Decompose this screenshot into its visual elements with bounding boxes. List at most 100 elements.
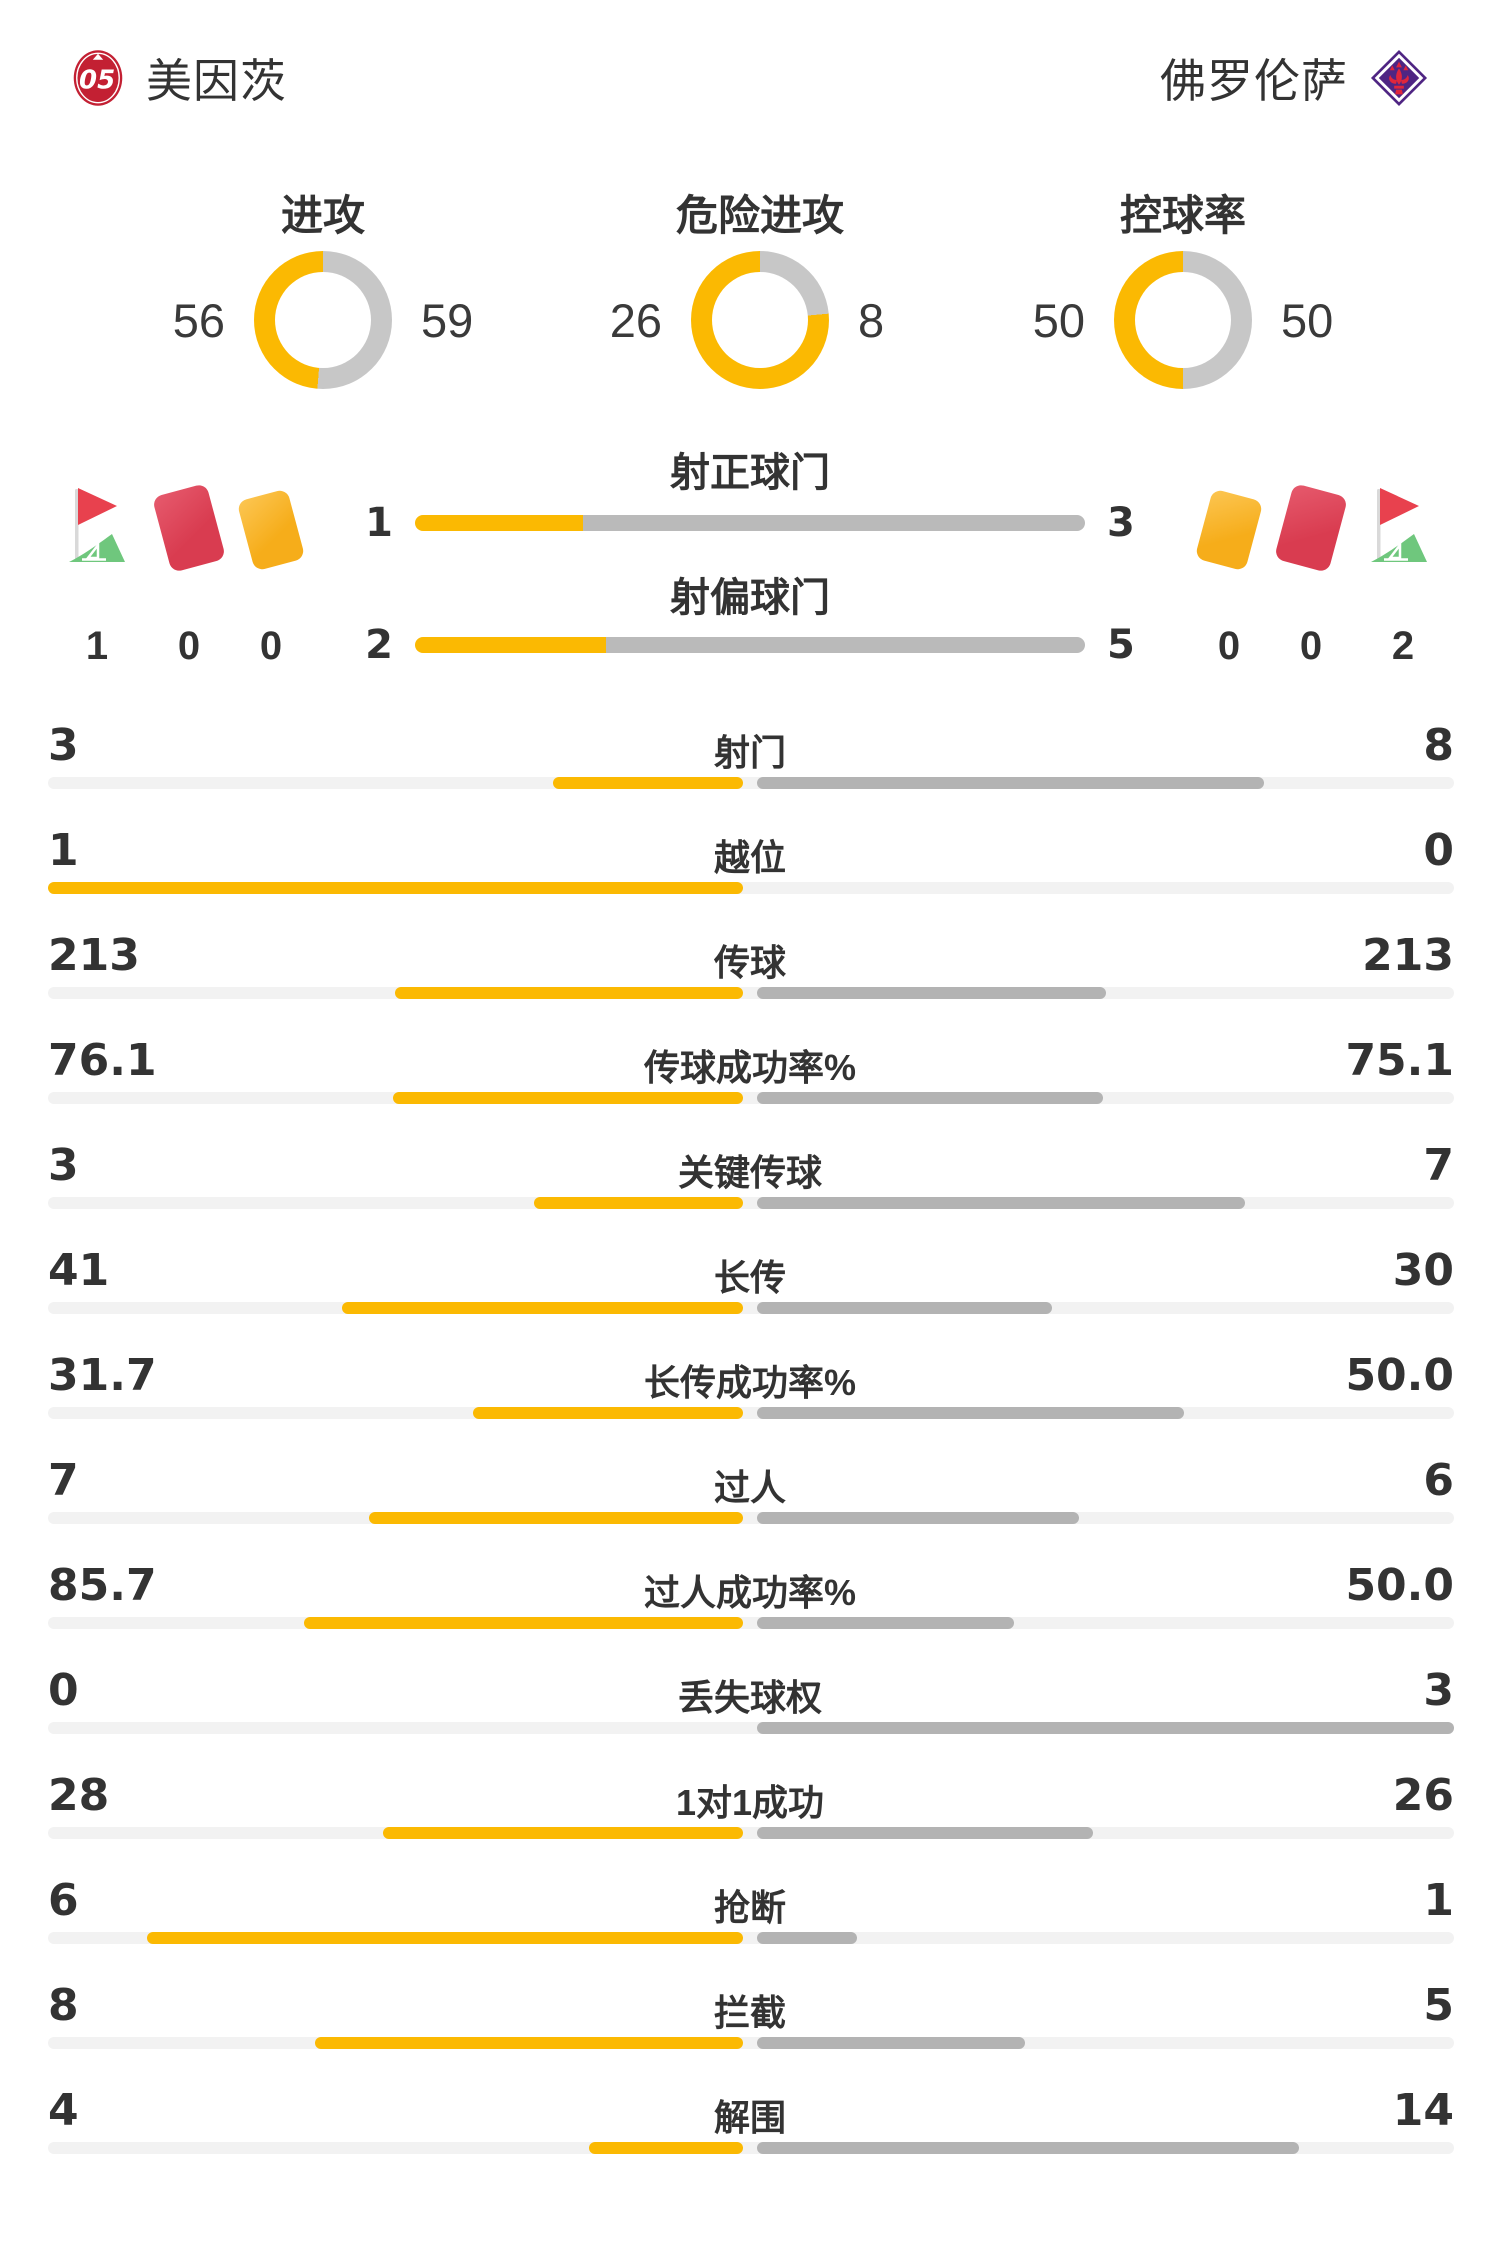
stat-row-0: 3 射门 8 [0,695,1500,800]
stat-label: 长传 [713,1257,786,1298]
donut-chart-2: 50 50 [973,245,1393,395]
away-bar [757,1092,1103,1104]
home-bar [369,1512,743,1524]
mainz-logo-icon: 05 [73,50,123,106]
shots-off-target-home: 2 [365,622,393,668]
stat-label: 拦截 [713,1992,786,2033]
stat-home-value: 4 [48,2085,79,2136]
stat-away-value: 75.1 [1345,1035,1454,1086]
stat-home-value: 3 [48,1140,79,1191]
stat-bar-track [48,1302,1454,1314]
stat-away-value: 6 [1423,1455,1454,1506]
donut-away-value: 50 [1281,293,1334,347]
away-bar [757,1197,1245,1209]
stat-row-13: 4 解围 14 [0,2060,1500,2165]
stat-away-value: 30 [1392,1245,1454,1296]
stat-row-11: 6 抢断 1 [0,1850,1500,1955]
home-segment [415,515,583,531]
stat-home-value: 85.7 [48,1560,157,1611]
stat-row-12: 8 拦截 5 [0,1955,1500,2060]
stat-label: 解围 [713,2097,786,2138]
stat-row-5: 41 长传 30 [0,1220,1500,1325]
shots-off-target-away: 5 [1107,622,1135,668]
stat-away-value: 5 [1423,1980,1454,2031]
away-team-name: 佛罗伦萨 [1160,55,1348,107]
stat-away-value: 0 [1423,825,1454,876]
home-red-cards-count: 0 [177,624,201,668]
shots-on-target-home: 1 [365,500,393,546]
stat-bar-track [48,1932,1454,1944]
away-segment [606,637,1085,653]
donut-home-value: 56 [172,293,225,347]
stat-home-value: 28 [48,1770,110,1821]
home-bar [393,1092,743,1104]
stats-list: 3 射门 8 1 越位 0 213 传球 213 76.1 传球成功率% 75.1 3 关键传球 7 41 长传… [0,695,1500,2165]
stat-home-value: 7 [48,1455,79,1506]
stat-row-6: 31.7 长传成功率% 50.0 [0,1325,1500,1430]
stat-row-3: 76.1 传球成功率% 75.1 [0,1010,1500,1115]
home-team[interactable]: 05 美因茨 [72,45,287,111]
away-bar [757,1302,1052,1314]
away-yellow-cards-count: 0 [1217,624,1241,668]
donut-away-value: 59 [421,293,474,347]
stat-label: 长传成功率% [643,1362,856,1403]
stat-label: 抢断 [713,1887,786,1928]
away-bar [757,1407,1184,1419]
shots-off-target-bar [415,637,1085,653]
home-bar [147,1932,743,1944]
stat-home-value: 3 [48,720,79,771]
home-yellow-cards-count: 0 [259,624,283,668]
home-team-name: 美因茨 [146,55,287,107]
stat-home-value: 6 [48,1875,79,1926]
donut-title-1: 危险进攻 [675,192,844,239]
home-segment [415,637,607,653]
home-bar [395,987,743,999]
away-bar [757,987,1106,999]
stat-home-value: 76.1 [48,1035,157,1086]
stat-bar-track [48,777,1454,789]
stat-bar-track [48,2142,1454,2154]
donut-title-2: 控球率 [1119,192,1246,239]
stat-row-7: 7 过人 6 [0,1430,1500,1535]
home-bar [553,777,743,789]
stat-away-value: 213 [1362,930,1454,981]
stat-bar-track [48,1827,1454,1839]
stat-label: 过人成功率% [643,1572,856,1613]
stat-away-value: 50.0 [1345,1350,1454,1401]
stat-away-value: 1 [1423,1875,1454,1926]
svg-text:05: 05 [79,65,115,95]
home-bar [342,1302,743,1314]
stat-away-value: 50.0 [1345,1560,1454,1611]
stat-bar-track [48,1407,1454,1419]
stat-row-9: 0 丢失球权 3 [0,1640,1500,1745]
header: 05 美因茨 佛罗伦萨 [0,40,1500,116]
stat-home-value: 8 [48,1980,79,2031]
away-bar [757,1722,1454,1734]
stat-bar-track [48,2037,1454,2049]
home-bar [383,1827,743,1839]
donut-chart-0: 56 59 [113,245,533,395]
stat-bar-track [48,1092,1454,1104]
stat-row-4: 3 关键传球 7 [0,1115,1500,1220]
stat-label: 关键传球 [677,1152,822,1193]
stat-bar-track [48,1512,1454,1524]
stat-bar-track [48,987,1454,999]
away-bar [757,1617,1014,1629]
donut-away-value: 8 [858,293,885,347]
stat-label: 射门 [713,732,786,773]
away-team[interactable]: 佛罗伦萨 [1160,45,1428,111]
stat-label: 传球 [713,942,786,983]
donut-ring [691,251,829,389]
away-bar [757,2142,1299,2154]
away-red-cards-count: 0 [1299,624,1323,668]
stat-bar-track [48,1197,1454,1209]
stat-row-8: 85.7 过人成功率% 50.0 [0,1535,1500,1640]
stat-bar-track [48,1722,1454,1734]
away-corner-flag-icon [1371,488,1427,562]
stat-home-value: 213 [48,930,140,981]
home-bar [534,1197,743,1209]
stat-label: 越位 [713,837,786,878]
stat-label: 1对1成功 [675,1782,825,1823]
stat-row-2: 213 传球 213 [0,905,1500,1010]
